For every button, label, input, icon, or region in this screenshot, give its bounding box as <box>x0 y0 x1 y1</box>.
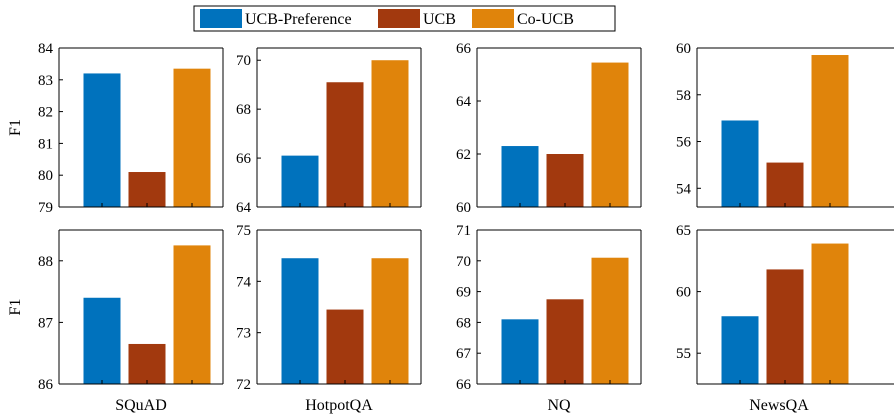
bar-hotpotqa-co-ucb <box>371 60 409 207</box>
bar-nq-ucb <box>546 299 584 384</box>
bar-nq-ucb-preference <box>501 146 539 207</box>
y-tick-label: 86 <box>38 377 54 393</box>
y-tick-label: 87 <box>38 315 54 331</box>
y-tick-label: 68 <box>236 102 251 118</box>
y-tick-label: 66 <box>236 151 252 167</box>
y-tick-label: 66 <box>456 377 472 393</box>
y-tick-label: 60 <box>456 200 471 216</box>
panel-squad-row2: 86 87 88 F1 SQuAD <box>7 229 224 414</box>
panel-hotpotqa-row2: 72 73 74 75 HotpotQA <box>236 223 422 414</box>
y-tick-label: 60 <box>676 285 691 301</box>
y-tick-label: 67 <box>456 346 472 362</box>
panel-newsqa-row1: 54 56 58 60 <box>676 41 894 208</box>
y-tick-label: 58 <box>676 88 691 104</box>
x-axis-label-hotpotqa: HotpotQA <box>305 397 373 414</box>
bar-squad-ucb-preference <box>83 297 121 384</box>
legend-label-ucb: UCB <box>423 11 456 28</box>
bar-nq-ucb-preference <box>501 319 539 384</box>
panel-newsqa-row2: 55 60 65 NewsQA <box>676 223 894 414</box>
y-tick-label: 74 <box>236 274 252 290</box>
legend-label-ucb-preference: UCB-Preference <box>245 11 352 28</box>
y-tick-label: 56 <box>676 135 692 151</box>
y-tick-label: 75 <box>236 223 251 239</box>
legend-swatch-co-ucb <box>472 9 514 28</box>
y-tick-label: 65 <box>676 223 691 239</box>
y-tick-label: 68 <box>456 315 471 331</box>
chart-panels: 79 80 81 82 83 84 F1 64 66 68 70 60 62 64 66 54 56 58 60 86… <box>7 41 894 414</box>
y-tick-label: 64 <box>236 200 252 216</box>
legend: UCB-Preference UCB Co-UCB <box>193 5 616 32</box>
bar-squad-ucb <box>128 172 166 207</box>
bar-newsqa-ucb-preference <box>721 316 759 384</box>
y-tick-label: 71 <box>456 223 471 239</box>
y-tick-label: 81 <box>38 136 53 152</box>
bar-newsqa-co-ucb <box>811 55 849 207</box>
y-tick-label: 72 <box>236 377 251 393</box>
bar-hotpotqa-ucb-preference <box>281 258 319 384</box>
x-axis-label-nq: NQ <box>547 397 571 414</box>
y-tick-label: 55 <box>676 346 691 362</box>
bar-hotpotqa-ucb <box>326 309 364 384</box>
legend-label-co-ucb: Co-UCB <box>517 11 574 28</box>
bar-squad-ucb-preference <box>83 73 121 207</box>
y-tick-label: 82 <box>38 105 53 121</box>
bar-nq-co-ucb <box>591 257 629 384</box>
y-tick-label: 83 <box>38 73 53 89</box>
panel-squad-row1: 79 80 81 82 83 84 F1 <box>7 41 224 216</box>
y-tick-label: 66 <box>456 41 472 57</box>
y-tick-label: 80 <box>38 168 53 184</box>
y-tick-label: 88 <box>38 254 53 270</box>
bar-nq-ucb <box>546 154 584 207</box>
y-tick-label: 84 <box>38 41 54 57</box>
bar-squad-co-ucb <box>173 245 211 384</box>
x-axis-label-squad: SQuAD <box>115 397 167 414</box>
y-tick-label: 69 <box>456 285 471 301</box>
y-axis-label: F1 <box>7 299 24 316</box>
panel-nq-row1: 60 62 64 66 <box>456 41 642 216</box>
bar-squad-ucb <box>128 343 166 384</box>
bar-newsqa-co-ucb <box>811 243 849 384</box>
bar-newsqa-ucb <box>766 269 804 384</box>
y-tick-label: 60 <box>676 41 691 57</box>
bar-hotpotqa-ucb <box>326 82 364 207</box>
legend-swatch-ucb-preference <box>200 9 242 28</box>
panel-hotpotqa-row1: 64 66 68 70 <box>236 47 422 216</box>
y-tick-label: 70 <box>236 53 251 69</box>
y-tick-label: 79 <box>38 200 53 216</box>
x-axis-label-newsqa: NewsQA <box>749 397 809 414</box>
y-axis-label: F1 <box>7 119 24 136</box>
y-tick-label: 73 <box>236 326 251 342</box>
bar-newsqa-ucb-preference <box>721 120 759 207</box>
y-tick-label: 54 <box>676 181 692 197</box>
bar-squad-co-ucb <box>173 68 211 207</box>
legend-swatch-ucb <box>378 9 420 28</box>
y-tick-label: 64 <box>456 94 472 110</box>
bar-hotpotqa-co-ucb <box>371 258 409 384</box>
bar-hotpotqa-ucb-preference <box>281 155 319 207</box>
panel-nq-row2: 66 67 68 69 70 71 NQ <box>456 223 642 414</box>
bar-newsqa-ucb <box>766 162 804 207</box>
y-tick-label: 70 <box>456 254 471 270</box>
y-tick-label: 62 <box>456 147 471 163</box>
bar-nq-co-ucb <box>591 62 629 208</box>
